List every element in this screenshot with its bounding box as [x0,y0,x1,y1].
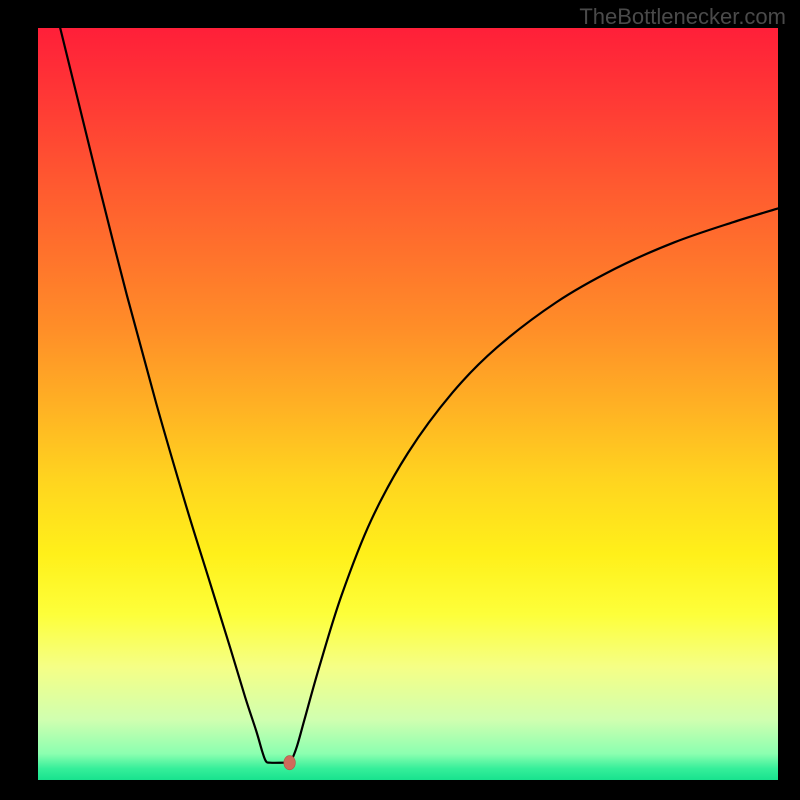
optimal-point-marker [284,756,296,770]
watermark-text: TheBottlenecker.com [579,4,786,30]
bottleneck-curve [38,28,778,780]
plot-area [38,28,778,780]
chart-frame: TheBottlenecker.com [0,0,800,800]
